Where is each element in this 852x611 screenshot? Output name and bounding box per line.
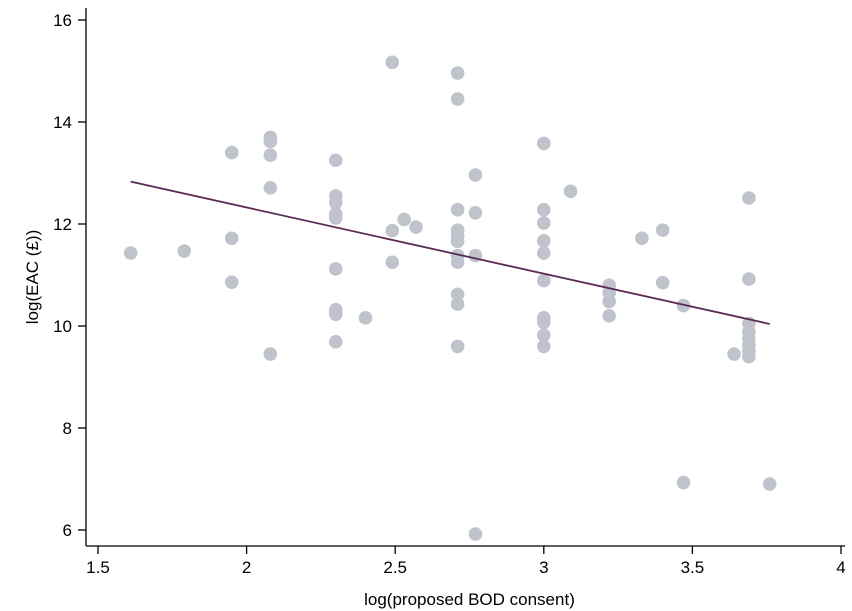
scatter-point	[328, 262, 343, 276]
scatter-point	[468, 168, 483, 182]
scatter-point	[537, 273, 551, 288]
scatter-point	[602, 294, 616, 309]
scatter-point	[328, 211, 343, 225]
scatter-point	[537, 136, 551, 151]
fit-line	[130, 180, 770, 325]
scatter-point	[602, 309, 616, 323]
scatter-point	[537, 216, 551, 230]
fit-line-layer	[130, 180, 770, 325]
y-tick-label: 6	[63, 521, 72, 540]
scatter-point	[177, 244, 191, 258]
scatter-point	[385, 255, 400, 270]
scatter-point	[727, 347, 741, 361]
scatter-point	[397, 212, 411, 227]
scatter-point	[328, 307, 343, 322]
scatter-point	[537, 339, 551, 354]
x-tick-label: 3.5	[681, 558, 705, 577]
x-axis-title: log(proposed BOD consent)	[364, 590, 575, 609]
scatter-point	[328, 195, 343, 210]
scatter-point	[450, 92, 465, 106]
scatter-point	[328, 335, 343, 349]
scatter-point	[742, 349, 756, 364]
scatter-point	[450, 339, 465, 354]
scatter-point	[468, 527, 483, 541]
y-axis-title: log(EAC (£))	[23, 230, 42, 324]
scatter-point	[263, 134, 278, 149]
x-ticks: 1.5 2 2.5 3 3.5 4	[86, 546, 846, 577]
scatter-point	[450, 255, 465, 270]
scatter-point	[563, 184, 578, 199]
y-tick-label: 12	[53, 215, 72, 234]
y-tick-label: 16	[53, 11, 72, 30]
scatter-point	[409, 220, 423, 234]
scatter-point	[537, 246, 551, 260]
scatter-point	[450, 297, 465, 311]
scatter-point	[655, 275, 670, 290]
scatter-point	[537, 202, 551, 217]
axes	[85, 8, 845, 547]
scatter-point	[537, 315, 551, 330]
scatter-point	[468, 205, 483, 220]
scatter-point	[263, 148, 278, 162]
y-tick-label: 8	[63, 419, 72, 438]
x-tick-label: 4	[836, 558, 845, 577]
scatter-point	[358, 311, 373, 325]
scatter-point	[450, 234, 465, 249]
scatter-point	[385, 223, 400, 238]
x-tick-label: 3	[539, 558, 548, 577]
points-layer	[123, 55, 777, 541]
y-tick-label: 14	[53, 113, 72, 132]
scatter-point	[224, 145, 239, 160]
scatter-point	[762, 477, 777, 491]
scatter-point	[263, 347, 278, 361]
scatter-point	[537, 234, 551, 248]
scatter-point	[655, 223, 670, 237]
scatter-point	[263, 180, 278, 195]
scatter-point	[742, 272, 756, 286]
x-tick-label: 2.5	[383, 558, 407, 577]
scatter-point	[450, 287, 465, 302]
scatter-point	[385, 55, 400, 70]
y-tick-label: 10	[53, 317, 72, 336]
scatter-point	[450, 202, 465, 217]
x-tick-label: 2	[242, 558, 251, 577]
scatter-point	[676, 475, 691, 490]
scatter-point	[224, 231, 239, 246]
scatter-point	[123, 246, 138, 260]
scatter-point	[742, 191, 756, 205]
y-ticks: 6 8 10 12 14 16	[53, 11, 86, 540]
scatter-point	[328, 153, 343, 168]
scatter-point	[537, 328, 551, 342]
x-tick-label: 1.5	[86, 558, 110, 577]
scatter-point	[635, 231, 649, 246]
scatter-point	[224, 275, 239, 289]
scatter-point	[450, 66, 465, 80]
